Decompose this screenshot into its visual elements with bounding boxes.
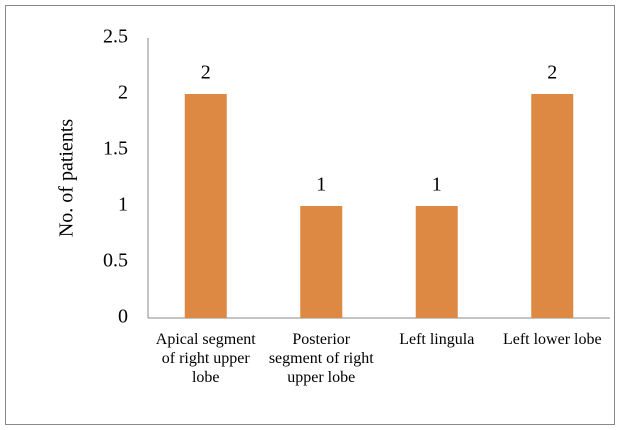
x-tick-label: Left lingula bbox=[399, 331, 475, 348]
bar bbox=[184, 94, 227, 318]
x-tick-label: Posterior segment of right upper lobe bbox=[268, 331, 374, 386]
y-tick-label: 2.5 bbox=[103, 26, 128, 48]
y-tick-label: 1 bbox=[118, 194, 128, 216]
data-label: 1 bbox=[432, 174, 442, 196]
bar bbox=[300, 206, 343, 318]
y-tick-label: 0 bbox=[118, 306, 128, 328]
data-label: 2 bbox=[547, 62, 557, 84]
x-tick-label: Left lower lobe bbox=[502, 331, 602, 348]
bar bbox=[531, 94, 574, 318]
y-tick-label: 0.5 bbox=[103, 250, 128, 272]
y-tick-label: 2 bbox=[118, 82, 128, 104]
bar bbox=[415, 206, 458, 318]
x-tick-label: Apical segment of right upper lobe bbox=[155, 331, 256, 386]
data-label: 2 bbox=[201, 62, 211, 84]
y-tick-label: 1.5 bbox=[103, 138, 128, 160]
y-axis-label: No. of patients bbox=[56, 119, 78, 238]
data-label: 1 bbox=[316, 174, 326, 196]
